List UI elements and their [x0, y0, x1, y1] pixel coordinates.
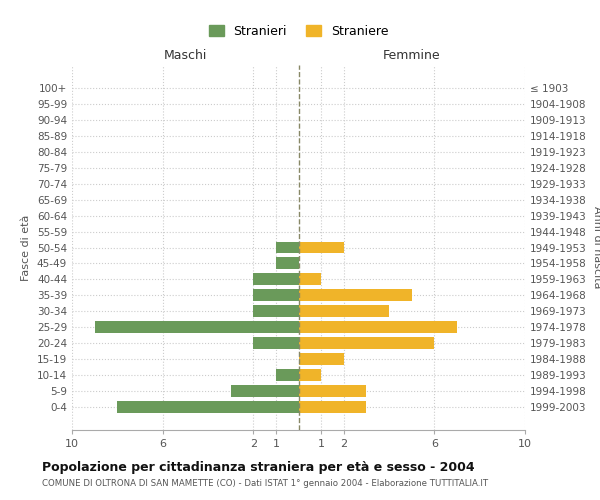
Bar [276, 370, 299, 382]
Bar [253, 306, 299, 318]
Text: Maschi: Maschi [164, 48, 207, 62]
Y-axis label: Fasce di età: Fasce di età [22, 214, 31, 280]
Bar [299, 274, 321, 285]
Text: Femmine: Femmine [383, 48, 440, 62]
Bar [276, 242, 299, 254]
Bar [299, 242, 344, 254]
Bar [299, 306, 389, 318]
Bar [117, 402, 299, 413]
Bar [299, 370, 321, 382]
Legend: Stranieri, Straniere: Stranieri, Straniere [203, 20, 394, 43]
Bar [299, 402, 367, 413]
Bar [299, 290, 412, 302]
Bar [276, 258, 299, 270]
Bar [299, 322, 457, 334]
Text: Popolazione per cittadinanza straniera per età e sesso - 2004: Popolazione per cittadinanza straniera p… [42, 461, 475, 474]
Bar [95, 322, 299, 334]
Bar [299, 354, 344, 366]
Bar [253, 290, 299, 302]
Bar [253, 274, 299, 285]
Text: COMUNE DI OLTRONA DI SAN MAMETTE (CO) - Dati ISTAT 1° gennaio 2004 - Elaborazion: COMUNE DI OLTRONA DI SAN MAMETTE (CO) - … [42, 479, 488, 488]
Bar [230, 386, 299, 398]
Bar [253, 338, 299, 349]
Y-axis label: Anni di nascita: Anni di nascita [592, 206, 600, 289]
Bar [299, 338, 434, 349]
Bar [299, 386, 367, 398]
